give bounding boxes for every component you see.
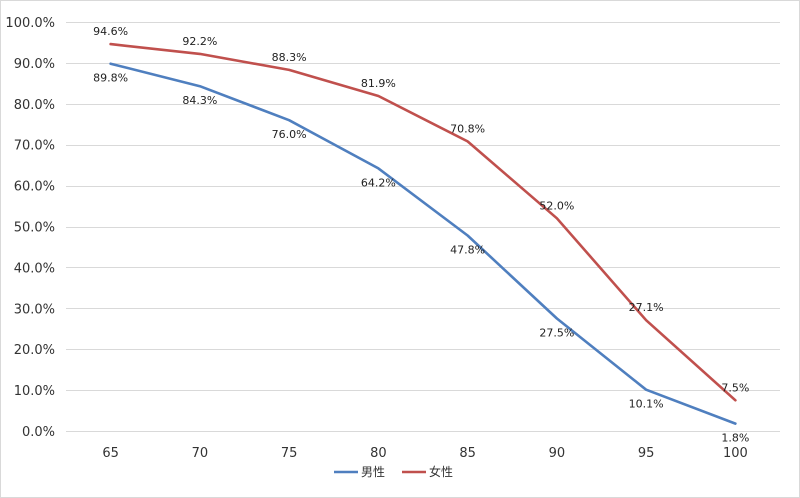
legend-label: 女性 [429, 464, 453, 479]
x-tick-label: 75 [281, 446, 298, 461]
x-tick-label: 100 [723, 446, 748, 461]
y-tick-label: 100.0% [5, 16, 55, 31]
y-tick-label: 10.0% [14, 384, 55, 399]
legend-label: 男性 [361, 465, 385, 479]
series-lines [109, 42, 737, 425]
x-tick-label: 95 [638, 446, 655, 461]
y-tick-label: 90.0% [14, 57, 55, 72]
data-label: 88.3% [272, 51, 307, 64]
data-label: 70.8% [450, 122, 485, 135]
x-axis-ticks: 65 70 75 80 85 90 95 100 [102, 446, 747, 461]
data-label: 27.1% [629, 301, 664, 314]
data-label: 81.9% [361, 77, 396, 90]
data-label: 1.8% [721, 432, 749, 445]
y-tick-label: 20.0% [14, 343, 55, 358]
x-tick-label: 65 [102, 446, 119, 461]
x-tick-label: 80 [370, 446, 387, 461]
y-tick-label: 50.0% [14, 221, 55, 236]
data-label: 89.8% [93, 72, 128, 85]
x-tick-label: 85 [459, 446, 476, 461]
gridlines [66, 22, 780, 432]
data-label: 27.5% [539, 327, 574, 340]
legend: 男性 女性 [334, 464, 453, 479]
y-tick-label: 40.0% [14, 261, 55, 276]
data-label: 84.3% [182, 94, 217, 107]
data-label: 7.5% [721, 381, 749, 394]
y-tick-label: 80.0% [14, 98, 55, 113]
x-tick-label: 90 [549, 446, 566, 461]
y-tick-label: 0.0% [22, 425, 55, 440]
y-axis-ticks: 0.0% 10.0% 20.0% 30.0% 40.0% 50.0% 60.0% 70.0% 8… [5, 16, 55, 440]
y-tick-label: 70.0% [14, 139, 55, 154]
data-label: 52.0% [539, 199, 574, 212]
data-label: 64.2% [361, 176, 396, 189]
data-label: 10.1% [629, 398, 664, 411]
data-label: 76.0% [272, 128, 307, 141]
data-labels: 89.8% 84.3% 76.0% 64.2% 47.8% 27.5% 10.1% 1.8% 9… [93, 25, 749, 445]
series-line-0 [109, 62, 737, 425]
y-tick-label: 60.0% [14, 180, 55, 195]
series-line-1 [109, 42, 737, 402]
y-tick-label: 30.0% [14, 302, 55, 317]
data-label: 92.2% [182, 35, 217, 48]
x-tick-label: 70 [192, 446, 209, 461]
data-label: 94.6% [93, 25, 128, 38]
data-label: 47.8% [450, 243, 485, 256]
